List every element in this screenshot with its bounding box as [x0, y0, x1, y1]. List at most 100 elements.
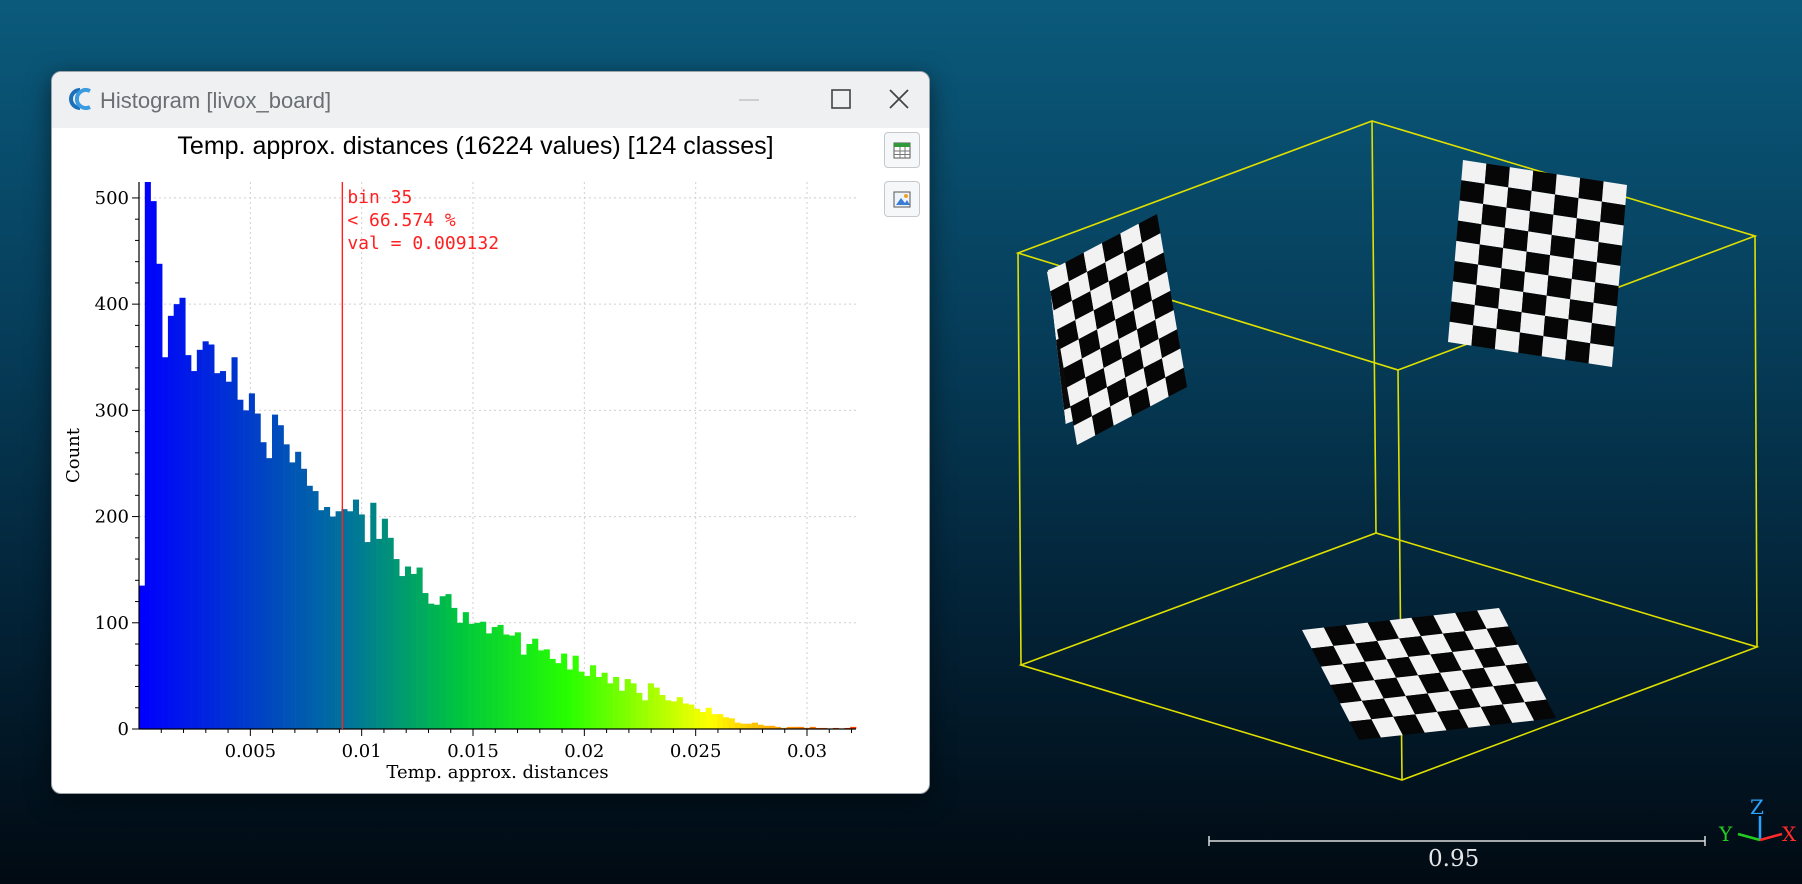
checker-square	[1528, 211, 1554, 235]
checker-square	[1158, 329, 1181, 359]
checker-square	[1543, 315, 1569, 340]
axis-z-label: Z	[1750, 795, 1764, 819]
checker-square	[1486, 626, 1518, 648]
histogram-bar	[422, 593, 429, 729]
checker-square	[1550, 234, 1576, 259]
checker-square	[1057, 320, 1079, 349]
export-image-button[interactable]	[884, 181, 920, 217]
checker-square	[1459, 180, 1485, 205]
histogram-bar	[751, 722, 759, 729]
checker-square	[1523, 271, 1549, 296]
checker-square	[1502, 702, 1535, 723]
histogram-bar	[370, 502, 377, 729]
y-tick-label: 0	[118, 719, 129, 740]
checker-square	[1593, 282, 1619, 307]
close-button[interactable]	[887, 72, 929, 128]
checker-square	[1568, 299, 1594, 323]
histogram-bar	[266, 458, 273, 729]
histogram-bar	[572, 655, 579, 729]
histogram-bar	[231, 357, 238, 729]
checker-square	[1478, 244, 1504, 269]
checker-square	[1145, 252, 1167, 282]
histogram-bar	[613, 676, 620, 729]
histogram-bar	[670, 701, 678, 729]
histogram-bar	[566, 669, 573, 729]
checker-square	[1529, 190, 1556, 215]
histogram-bar	[647, 683, 654, 729]
checker-square	[1345, 622, 1378, 644]
checker-square	[1127, 262, 1149, 291]
checker-square	[1349, 719, 1381, 740]
title-bar[interactable]: Histogram [livox_board]	[52, 72, 929, 128]
checker-square	[1399, 636, 1431, 657]
histogram-bar	[410, 573, 417, 729]
histogram-bar	[393, 559, 400, 729]
checker-square	[1355, 641, 1387, 662]
checker-square	[1476, 264, 1502, 289]
histogram-bar	[497, 624, 504, 729]
checker-square	[1452, 649, 1484, 671]
checker-square	[1078, 329, 1101, 359]
histogram-bar	[167, 315, 174, 729]
histogram-bar	[376, 538, 383, 729]
checker-square	[1519, 312, 1546, 337]
checker-square	[1503, 227, 1529, 252]
checker-square	[1110, 396, 1132, 426]
histogram-bar	[399, 576, 406, 729]
histogram-bar	[699, 712, 706, 729]
histogram-window[interactable]: Histogram [livox_board] Temp. approx. di…	[51, 71, 930, 794]
checker-square	[1427, 691, 1459, 712]
checker-square	[1130, 281, 1152, 311]
marker-annotation: val = 0.009132	[347, 233, 499, 254]
histogram-bar	[607, 683, 614, 729]
checker-square	[1115, 310, 1137, 340]
checker-square	[1112, 291, 1134, 320]
histogram-bar	[561, 653, 568, 729]
checker-square	[1100, 339, 1122, 368]
export-image-icon	[893, 191, 911, 208]
checker-square	[1311, 645, 1343, 667]
histogram-bar	[254, 413, 261, 729]
x-axis-label: Temp. approx. distances	[386, 762, 608, 783]
checker-square	[1123, 242, 1146, 272]
histogram-bar	[595, 676, 602, 729]
checker-square	[1374, 677, 1406, 699]
checker-square	[1340, 700, 1372, 722]
maximize-button[interactable]	[795, 72, 887, 128]
y-tick-label: 100	[95, 613, 129, 634]
checker-square	[1165, 367, 1187, 397]
checker-square	[1471, 686, 1503, 707]
histogram-bar	[665, 700, 672, 729]
checker-square	[1142, 233, 1164, 263]
histogram-bar	[358, 514, 365, 729]
histogram-bar	[543, 649, 550, 729]
checker-square	[1546, 275, 1572, 300]
histogram-bar	[526, 644, 533, 729]
checker-square	[1087, 262, 1109, 292]
minimize-button[interactable]	[703, 72, 795, 128]
histogram-bar	[271, 414, 279, 729]
y-tick-label: 500	[95, 188, 129, 209]
checker-square	[1526, 231, 1552, 256]
checker-square	[1480, 704, 1513, 726]
checker-square	[1504, 207, 1530, 232]
histogram-bar	[237, 399, 244, 729]
checker-square	[1508, 167, 1534, 191]
histogram-bar	[474, 622, 481, 729]
checker-square	[1352, 680, 1384, 701]
histogram-bar	[653, 687, 660, 729]
histogram-bar	[457, 622, 464, 729]
histogram-bar	[324, 507, 331, 729]
histogram-bar	[144, 182, 151, 729]
export-csv-button[interactable]	[884, 132, 920, 168]
checker-square	[1408, 654, 1440, 676]
marker-annotation: bin 35	[347, 187, 412, 208]
histogram-bar	[416, 567, 423, 729]
histogram-bar	[792, 726, 799, 729]
histogram-bar	[659, 695, 666, 729]
checker-square	[1458, 707, 1491, 728]
checker-square	[1073, 416, 1096, 445]
histogram-chart[interactable]: 0 100 200 300 400 500 0.005 0.01 0.015 0.02 0.025 0…	[52, 72, 929, 793]
checker-square	[1323, 625, 1356, 646]
